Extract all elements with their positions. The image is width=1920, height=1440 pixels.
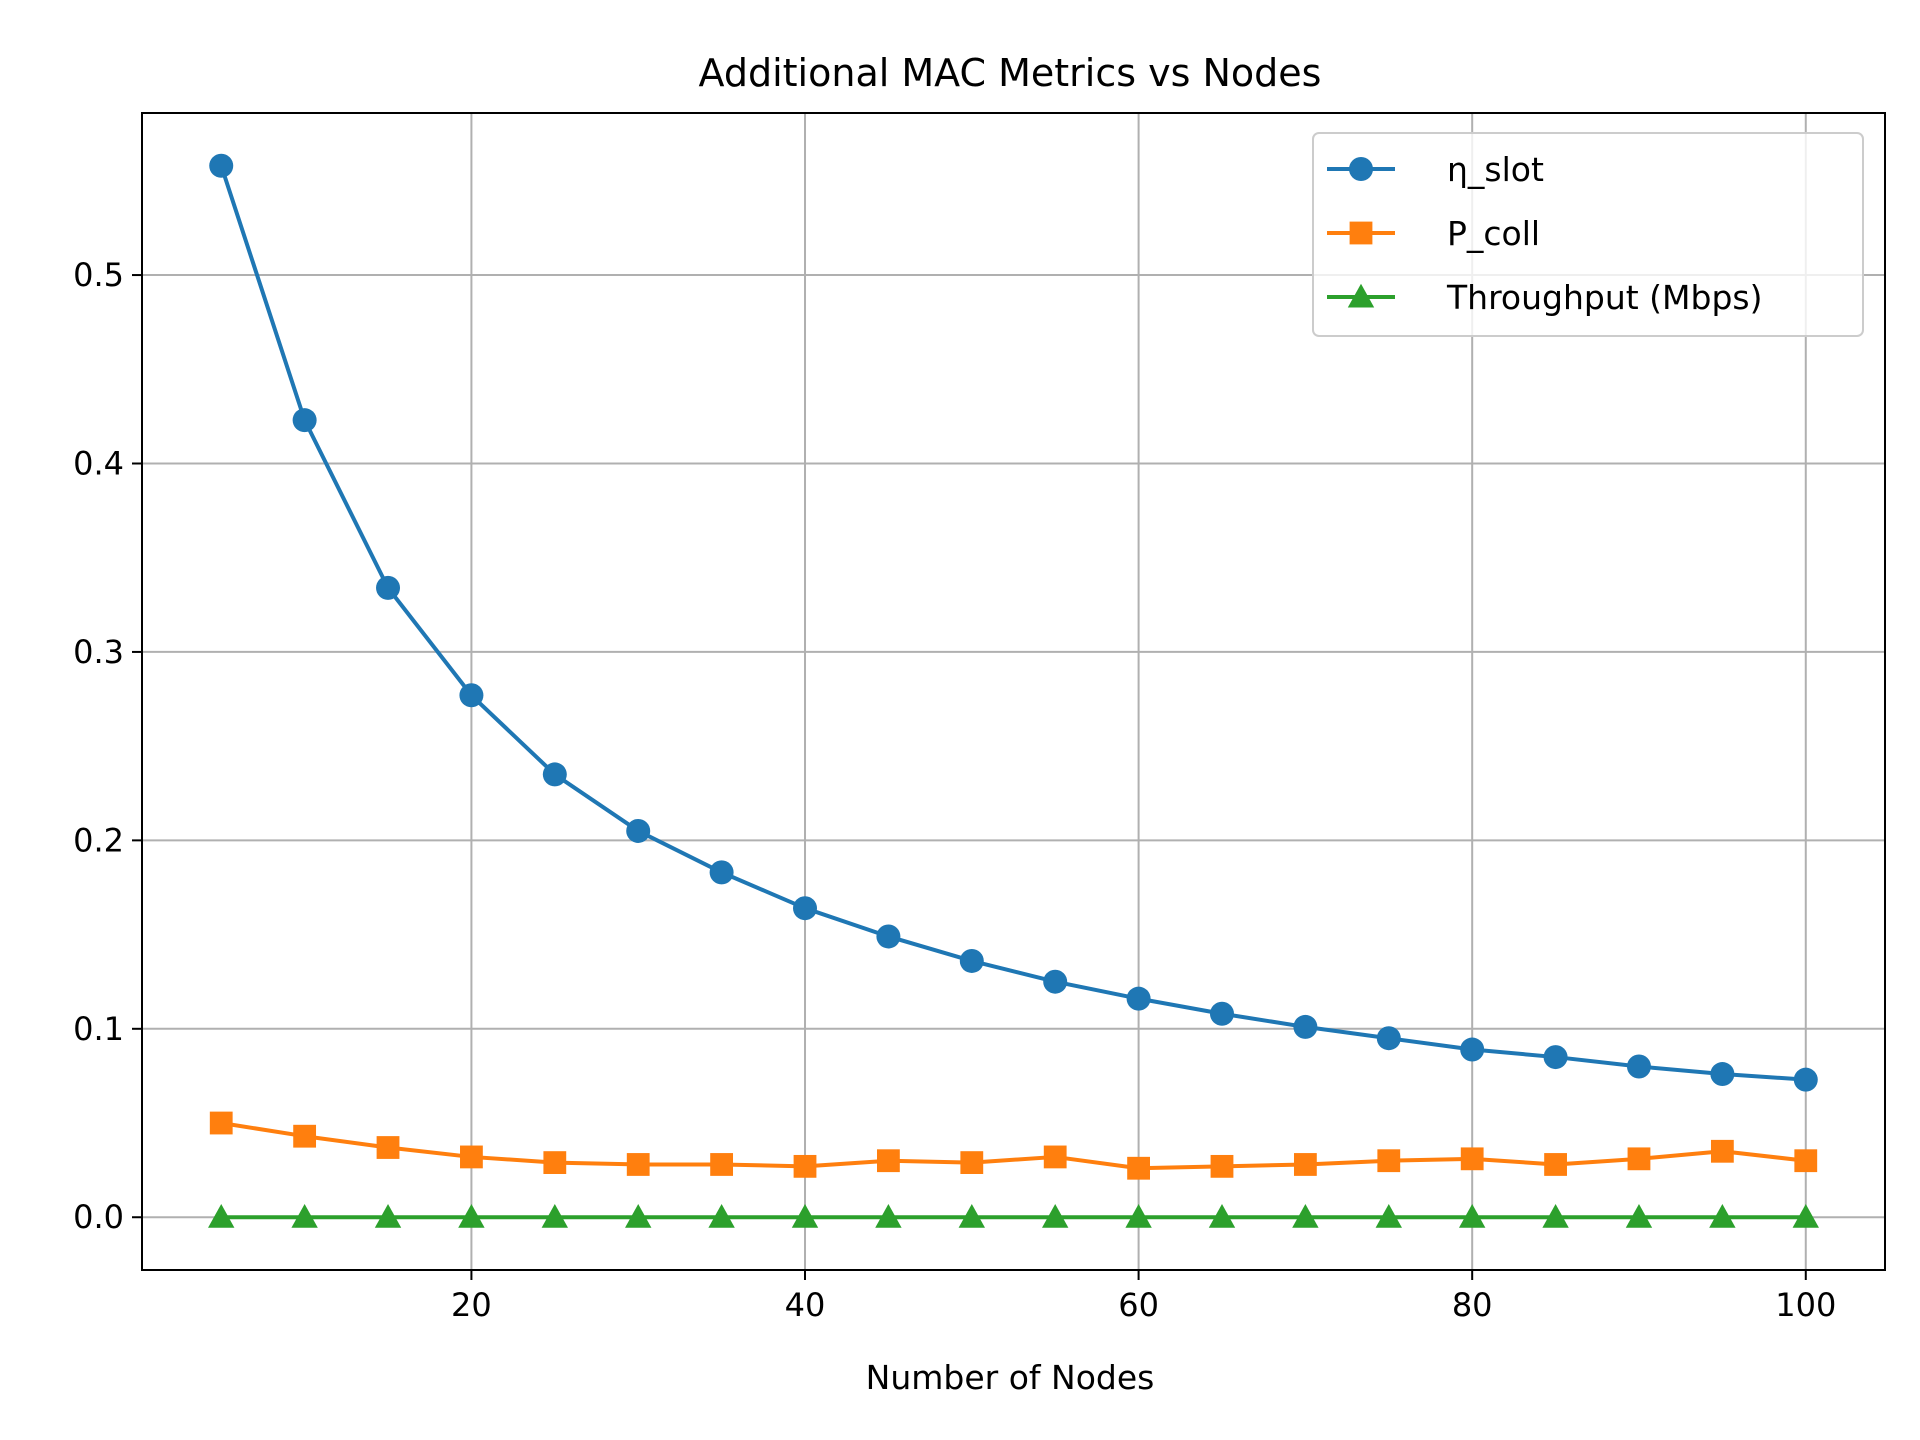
series-marker (875, 1204, 902, 1228)
series-marker (1460, 1037, 1485, 1062)
x-tick-label: 20 (451, 1286, 492, 1324)
series-marker (1125, 1204, 1152, 1228)
series-marker (877, 1149, 900, 1173)
series-marker (1210, 1154, 1234, 1178)
series-marker (460, 1145, 483, 1169)
series-marker (710, 1153, 734, 1176)
series-marker (709, 860, 734, 885)
legend-label: η_slot (1447, 150, 1544, 189)
series-marker (958, 1204, 986, 1228)
series-marker (1209, 1001, 1234, 1026)
series-marker (209, 153, 234, 178)
legend-label: P_coll (1447, 214, 1540, 253)
series-2 (208, 1204, 1819, 1228)
y-tick-label: 0.0 (73, 1198, 124, 1236)
series-marker (209, 1111, 233, 1135)
y-tick-label: 0.4 (73, 444, 124, 482)
series-marker (1126, 986, 1151, 1011)
x-axis-label: Number of Nodes (866, 1358, 1155, 1397)
series-marker (1544, 1153, 1567, 1176)
series-marker (1293, 1014, 1318, 1039)
legend-marker (1349, 157, 1373, 181)
series-marker (1793, 1067, 1818, 1092)
series-marker (959, 948, 984, 973)
series-marker (626, 818, 651, 843)
x-tick-label: 60 (1118, 1286, 1159, 1324)
series-marker (1794, 1149, 1818, 1173)
series-marker (1375, 1204, 1402, 1228)
series-marker (376, 1136, 400, 1159)
series-marker (374, 1204, 402, 1228)
y-tick-label: 0.1 (73, 1010, 124, 1048)
series-marker (1043, 1145, 1067, 1169)
series-marker (543, 1151, 567, 1174)
legend-marker (1349, 221, 1373, 245)
series-marker (791, 1204, 819, 1228)
series-marker (1627, 1147, 1651, 1171)
y-tick-label: 0.5 (73, 256, 124, 294)
series-marker (1460, 1147, 1484, 1171)
series-marker (541, 1204, 569, 1228)
legend-marker (1347, 283, 1375, 308)
series-marker (1293, 1153, 1317, 1176)
series-marker (1626, 1054, 1651, 1079)
series-marker (1376, 1026, 1401, 1051)
series-marker (1542, 1204, 1569, 1228)
series-marker (293, 1124, 317, 1148)
series-marker (960, 1151, 984, 1174)
y-tick-label: 0.3 (73, 633, 124, 671)
series-marker (1710, 1139, 1734, 1163)
series-marker (459, 683, 484, 708)
x-tick-label: 80 (1452, 1286, 1493, 1324)
series-0 (209, 153, 1818, 1092)
series-marker (292, 408, 317, 433)
series-marker (1792, 1204, 1819, 1228)
series-marker (208, 1204, 235, 1228)
series-marker (1625, 1204, 1653, 1228)
series-layer (208, 153, 1819, 1228)
series-marker (793, 1154, 817, 1178)
series-marker (1543, 1045, 1568, 1070)
legend-label: Throughput (Mbps) (1446, 278, 1762, 317)
series-marker (458, 1204, 485, 1228)
axes: 20 40 60 80 100 0.0 0.1 0.2 0.3 0.4 0.5 (73, 256, 1836, 1324)
series-marker (542, 762, 567, 787)
x-tick-label: 100 (1775, 1286, 1836, 1324)
legend-box (1312, 132, 1864, 337)
series-marker (1043, 969, 1068, 994)
series-marker (1292, 1204, 1319, 1228)
x-tick-label: 40 (785, 1286, 826, 1324)
series-marker (793, 896, 818, 921)
series-marker (291, 1204, 318, 1228)
series-marker (1041, 1204, 1069, 1228)
series-marker (1458, 1204, 1486, 1228)
series-marker (376, 575, 401, 600)
series-line (220, 1121, 1806, 1171)
plot-frame (141, 112, 1886, 1271)
series-line (219, 165, 1806, 1082)
series-marker (1709, 1204, 1736, 1228)
series-marker (1377, 1149, 1401, 1173)
series-marker (625, 1204, 652, 1228)
series-marker (1127, 1156, 1150, 1180)
legend: η_slot P_coll Throughput (Mbps) (1312, 132, 1864, 337)
series-1 (209, 1111, 1818, 1180)
series-marker (1710, 1062, 1735, 1087)
y-tick-label: 0.2 (73, 821, 124, 859)
series-marker (626, 1153, 650, 1176)
series-marker (708, 1204, 735, 1228)
series-marker (1208, 1204, 1236, 1228)
chart-title: Additional MAC Metrics vs Nodes (699, 51, 1322, 95)
series-marker (876, 924, 901, 949)
